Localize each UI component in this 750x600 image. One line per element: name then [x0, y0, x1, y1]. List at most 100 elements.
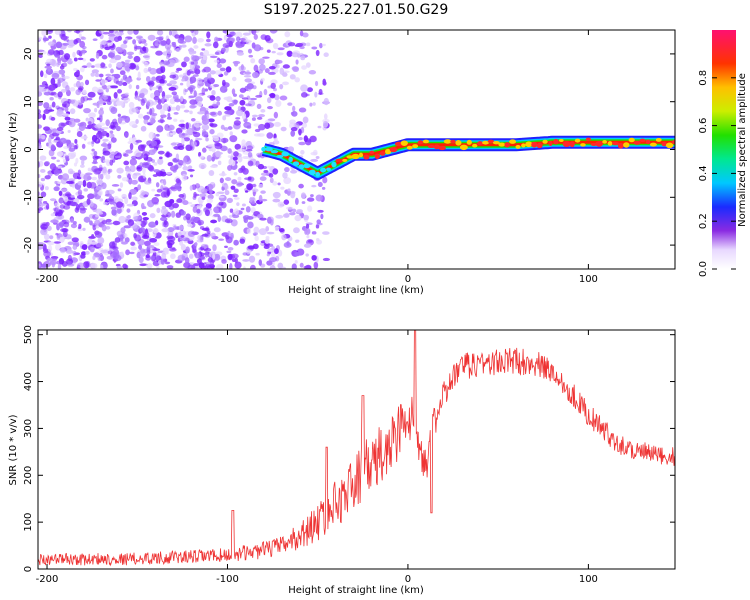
spectrogram-cell [200, 243, 209, 249]
spectrogram-ridge-blob [438, 146, 446, 151]
spectrogram-y-tick-label: 20 [23, 48, 34, 61]
spectrogram-cell [155, 182, 160, 188]
spectrogram-cell [241, 112, 247, 120]
spectrogram-cell [143, 67, 149, 74]
spectrogram-cell [69, 218, 75, 224]
spectrogram-cell [44, 175, 51, 180]
spectrogram-cell [215, 97, 220, 101]
spectrogram-cell [145, 76, 151, 83]
spectrogram-cell [119, 234, 124, 242]
spectrogram-cell [132, 39, 137, 45]
spectrogram-cell [301, 201, 306, 205]
spectrogram-cell [245, 148, 253, 152]
spectrogram-cell [172, 203, 179, 209]
spectrogram-cell [171, 41, 176, 46]
spectrogram-cell [105, 218, 112, 223]
spectrogram-cell [76, 131, 83, 138]
spectrogram-cell [88, 112, 96, 119]
spectrogram-cell [73, 67, 78, 72]
spectrogram-cell [67, 263, 75, 267]
spectrogram-cell [167, 230, 174, 237]
spectrogram-cell [93, 191, 98, 198]
spectrogram-cell [90, 72, 95, 77]
spectrogram-cell [291, 110, 298, 117]
spectrogram-cell [160, 207, 169, 215]
spectrogram-cell [290, 169, 298, 174]
spectrogram-cell [310, 194, 314, 198]
spectrogram-ridge-blob [265, 146, 273, 152]
spectrogram-cell [56, 109, 64, 115]
spectrogram-cell [243, 75, 252, 78]
spectrogram-cell [300, 149, 305, 155]
spectrogram-cell [299, 262, 304, 268]
spectrogram-cell [162, 103, 170, 111]
spectrogram-cell [235, 117, 241, 120]
spectrogram-cell [160, 114, 167, 118]
spectrogram-cell [234, 257, 238, 264]
spectrogram-cell [251, 117, 256, 121]
spectrogram-cell [179, 82, 184, 86]
spectrogram-cell [287, 146, 295, 153]
spectrogram-cell [67, 45, 74, 48]
spectrogram-cell [311, 254, 317, 261]
spectrogram-x-tick-label: 100 [579, 274, 598, 285]
spectrogram-cell [186, 80, 191, 88]
spectrogram-cell [217, 160, 222, 166]
spectrogram-cell [107, 250, 113, 255]
spectrogram-cell [223, 34, 228, 41]
spectrogram-cell [252, 232, 258, 236]
spectrogram-cell [282, 64, 290, 69]
spectrogram-cell [157, 158, 164, 165]
spectrogram-cell [91, 134, 98, 143]
spectrogram-cell [287, 42, 296, 47]
spectrogram-cell [294, 77, 300, 83]
spectrogram-cell [87, 91, 96, 98]
spectrogram-cell [178, 194, 185, 198]
spectrogram-cell [193, 45, 199, 49]
spectrogram-cell [56, 159, 60, 163]
spectrogram-cell [255, 94, 263, 98]
spectrogram-cell [61, 113, 70, 116]
spectrogram-ridge-blob [308, 169, 316, 176]
spectrogram-cell [218, 195, 225, 199]
spectrogram-ridge-blob [379, 151, 386, 156]
spectrogram-cell [210, 232, 216, 239]
spectrogram-cell [304, 227, 308, 235]
spectrogram-cell [117, 47, 125, 53]
spectrogram-cell [50, 116, 56, 121]
spectrogram-cell [190, 70, 195, 74]
spectrogram-cell [188, 47, 194, 55]
spectrogram-cell [188, 95, 195, 99]
spectrogram-cell [133, 55, 141, 63]
spectrogram-cell [263, 88, 268, 96]
spectrogram-cell [155, 36, 164, 40]
spectrogram-cell [277, 262, 284, 269]
spectrogram-ridge-blob [562, 141, 571, 148]
spectrogram-cell [214, 253, 221, 261]
snr-y-label: SNR (10 * v/v) [8, 414, 19, 485]
spectrogram-ridge-blob [531, 141, 538, 148]
spectrogram-cell [306, 234, 310, 239]
spectrogram-ridge-blob [261, 146, 266, 152]
spectrogram-cell [306, 87, 313, 93]
spectrogram-cell [274, 226, 280, 229]
spectrogram-cell [171, 210, 176, 218]
spectrogram-cell [167, 112, 171, 118]
spectrogram-cell [45, 221, 50, 227]
snr-panel: -200 -100 0 100 0 100 200 300 400 500 Height of … [8, 325, 676, 596]
spectrogram-cell [227, 246, 234, 251]
spectrogram-cell [194, 137, 203, 141]
spectrogram-cell [127, 215, 131, 219]
spectrogram-cell [56, 234, 61, 240]
spectrogram-cell [280, 186, 285, 190]
spectrogram-cell [233, 188, 239, 193]
spectrogram-cell [105, 119, 110, 127]
spectrogram-cell [101, 224, 107, 232]
spectrogram-cell [156, 188, 162, 193]
snr-y-tick-label: 0 [23, 566, 34, 572]
spectrogram-cell [38, 36, 43, 40]
spectrogram-cell [253, 33, 258, 40]
spectrogram-cell [251, 183, 257, 188]
spectrogram-cell [44, 83, 49, 89]
spectrogram-cell [244, 71, 252, 75]
